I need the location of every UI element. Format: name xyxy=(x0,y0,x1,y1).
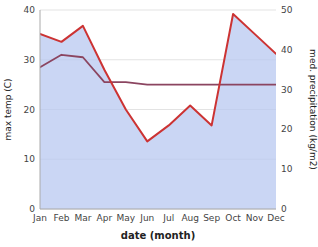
line xyxy=(40,14,276,141)
x-axis-label: date (month) xyxy=(121,230,195,241)
y-tick-label: 40 xyxy=(24,5,36,15)
grid-line xyxy=(40,10,276,11)
x-tick-label: Apr xyxy=(97,213,113,223)
y2-axis-label: med. precipitation (kg/m2) xyxy=(308,49,318,170)
area xyxy=(40,14,276,209)
x-tick-label: Nov xyxy=(246,213,264,223)
x-tick-label: May xyxy=(117,213,136,223)
y2-tick-label: 30 xyxy=(281,85,293,95)
x-tick-label: Sep xyxy=(203,213,220,223)
x-tick-label: Jan xyxy=(32,213,47,223)
y-axis-label: max temp (C) xyxy=(3,78,13,140)
y-axis-line xyxy=(40,10,41,209)
y2-tick-label: 40 xyxy=(281,45,293,55)
grid-line xyxy=(40,209,276,210)
x-axis-line xyxy=(40,209,276,210)
x-tick-label: Dec xyxy=(267,213,284,223)
axes: 01020304001020304050JanFebMarAprMayJunJu… xyxy=(24,5,293,223)
y2-tick-label: 20 xyxy=(281,124,293,134)
y-tick-label: 30 xyxy=(24,55,36,65)
line xyxy=(40,55,276,85)
x-tick-label: Jul xyxy=(162,213,174,223)
y-tick-label: 10 xyxy=(24,154,36,164)
x-tick-label: Oct xyxy=(225,213,241,223)
y2-tick-label: 50 xyxy=(281,5,293,15)
y-tick-label: 20 xyxy=(24,105,36,115)
y2-tick-label: 10 xyxy=(281,164,293,174)
chart: 01020304001020304050JanFebMarAprMayJunJu… xyxy=(0,0,318,247)
x-tick-label: Jun xyxy=(139,213,154,223)
x-tick-label: Mar xyxy=(74,213,91,223)
plot-area xyxy=(40,14,276,209)
x-tick-label: Feb xyxy=(53,213,69,223)
x-tick-label: Aug xyxy=(181,213,199,223)
